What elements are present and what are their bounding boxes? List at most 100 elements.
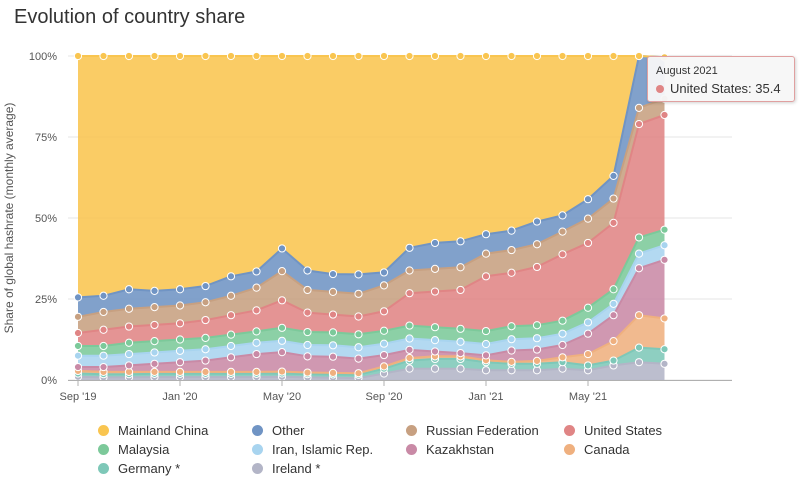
point-iran-islamic-rep	[379, 339, 389, 348]
point-kazakhstan	[150, 359, 159, 368]
legend-item-canada[interactable]: Canada	[564, 442, 630, 457]
point-iran-islamic-rep	[609, 299, 618, 308]
legend-marker	[252, 444, 263, 455]
point-other	[303, 266, 312, 275]
legend-item-kazakhstan[interactable]: Kazakhstan	[406, 442, 494, 457]
y-tick-label: 75%	[35, 132, 57, 144]
legend-item-other[interactable]: Other	[252, 423, 305, 438]
point-other	[379, 268, 389, 277]
point-iran-islamic-rep	[175, 346, 185, 355]
point-germany	[660, 345, 669, 354]
legend-item-russian-federation[interactable]: Russian Federation	[406, 423, 539, 438]
point-russian-federation	[456, 263, 465, 272]
area-iran-islamic-rep	[78, 245, 665, 367]
point-ireland	[430, 364, 440, 373]
point-united-states	[175, 319, 185, 328]
point-malaysia	[532, 321, 542, 330]
tooltip-series-dot	[656, 84, 664, 93]
legend-item-iran-islamic-rep[interactable]: Iran, Islamic Rep.	[252, 442, 373, 457]
point-russian-federation	[558, 227, 567, 236]
legend-label: Ireland *	[272, 461, 321, 476]
legend-item-ireland[interactable]: Ireland *	[252, 461, 320, 476]
point-iran-islamic-rep	[660, 241, 669, 250]
legend-item-malaysia[interactable]: Malaysia	[98, 442, 169, 457]
point-russian-federation	[175, 301, 185, 310]
point-russian-federation	[609, 194, 618, 203]
point-mainland-china	[99, 51, 108, 61]
legend-marker	[98, 444, 109, 455]
point-russian-federation	[430, 264, 440, 273]
point-other	[430, 238, 440, 248]
point-canada	[609, 337, 618, 346]
point-mainland-china	[73, 51, 83, 61]
point-russian-federation	[405, 266, 414, 275]
point-russian-federation	[303, 285, 312, 295]
point-canada	[150, 367, 159, 376]
point-other	[558, 211, 567, 220]
point-canada	[226, 367, 236, 376]
point-russian-federation	[379, 281, 389, 290]
point-germany	[609, 356, 618, 365]
line-mainland-china	[78, 55, 665, 59]
point-united-states	[226, 311, 236, 320]
point-other	[277, 244, 287, 253]
point-kazakhstan	[124, 361, 134, 370]
point-canada	[558, 353, 567, 362]
point-malaysia	[379, 326, 389, 335]
line-canada	[77, 314, 665, 375]
point-malaysia	[201, 333, 210, 342]
point-russian-federation	[634, 103, 644, 112]
point-canada	[201, 367, 210, 376]
point-malaysia	[99, 341, 108, 351]
point-iran-islamic-rep	[532, 334, 542, 343]
point-iran-islamic-rep	[99, 351, 108, 360]
tooltip-title: August 2021	[656, 65, 718, 77]
point-united-states	[252, 306, 261, 315]
point-iran-islamic-rep	[430, 336, 440, 345]
point-other	[532, 217, 542, 226]
line-ireland	[77, 361, 665, 380]
point-iran-islamic-rep	[328, 341, 338, 350]
point-united-states	[634, 119, 644, 129]
point-iran-islamic-rep	[226, 341, 236, 351]
legend-item-germany[interactable]: Germany *	[98, 461, 180, 476]
legend-item-mainland-china[interactable]: Mainland China	[98, 423, 208, 438]
point-russian-federation	[201, 298, 210, 307]
line-germany	[77, 346, 665, 376]
point-united-states	[201, 315, 210, 325]
tooltip-row: United States: 35.4	[656, 81, 781, 96]
point-kazakhstan	[430, 347, 440, 356]
point-russian-federation	[354, 289, 363, 298]
point-mainland-china	[532, 51, 542, 61]
point-mainland-china	[226, 51, 236, 61]
point-other	[481, 230, 491, 239]
x-tick-label: Jan '20	[162, 391, 197, 403]
point-malaysia	[660, 225, 669, 234]
point-united-states	[481, 272, 491, 281]
point-canada	[379, 362, 389, 371]
point-iran-islamic-rep	[277, 336, 287, 345]
point-malaysia	[634, 233, 644, 242]
point-kazakhstan	[175, 358, 185, 367]
point-russian-federation	[150, 303, 159, 312]
point-mainland-china	[277, 51, 287, 61]
series-lines	[77, 55, 665, 380]
point-malaysia	[226, 330, 236, 339]
point-mainland-china	[507, 51, 516, 61]
point-iran-islamic-rep	[354, 343, 363, 352]
point-united-states	[507, 268, 516, 277]
point-iran-islamic-rep	[73, 351, 83, 360]
point-iran-islamic-rep	[558, 329, 567, 338]
point-malaysia	[252, 327, 261, 336]
point-kazakhstan	[328, 352, 338, 361]
point-canada	[634, 311, 644, 320]
point-germany	[634, 343, 644, 352]
point-kazakhstan	[405, 345, 414, 354]
point-iran-islamic-rep	[124, 349, 134, 359]
point-iran-islamic-rep	[201, 345, 210, 354]
legend-item-united-states[interactable]: United States	[564, 423, 662, 438]
line-russian-federation	[77, 97, 665, 318]
point-united-states	[583, 238, 593, 248]
point-canada	[532, 356, 542, 365]
